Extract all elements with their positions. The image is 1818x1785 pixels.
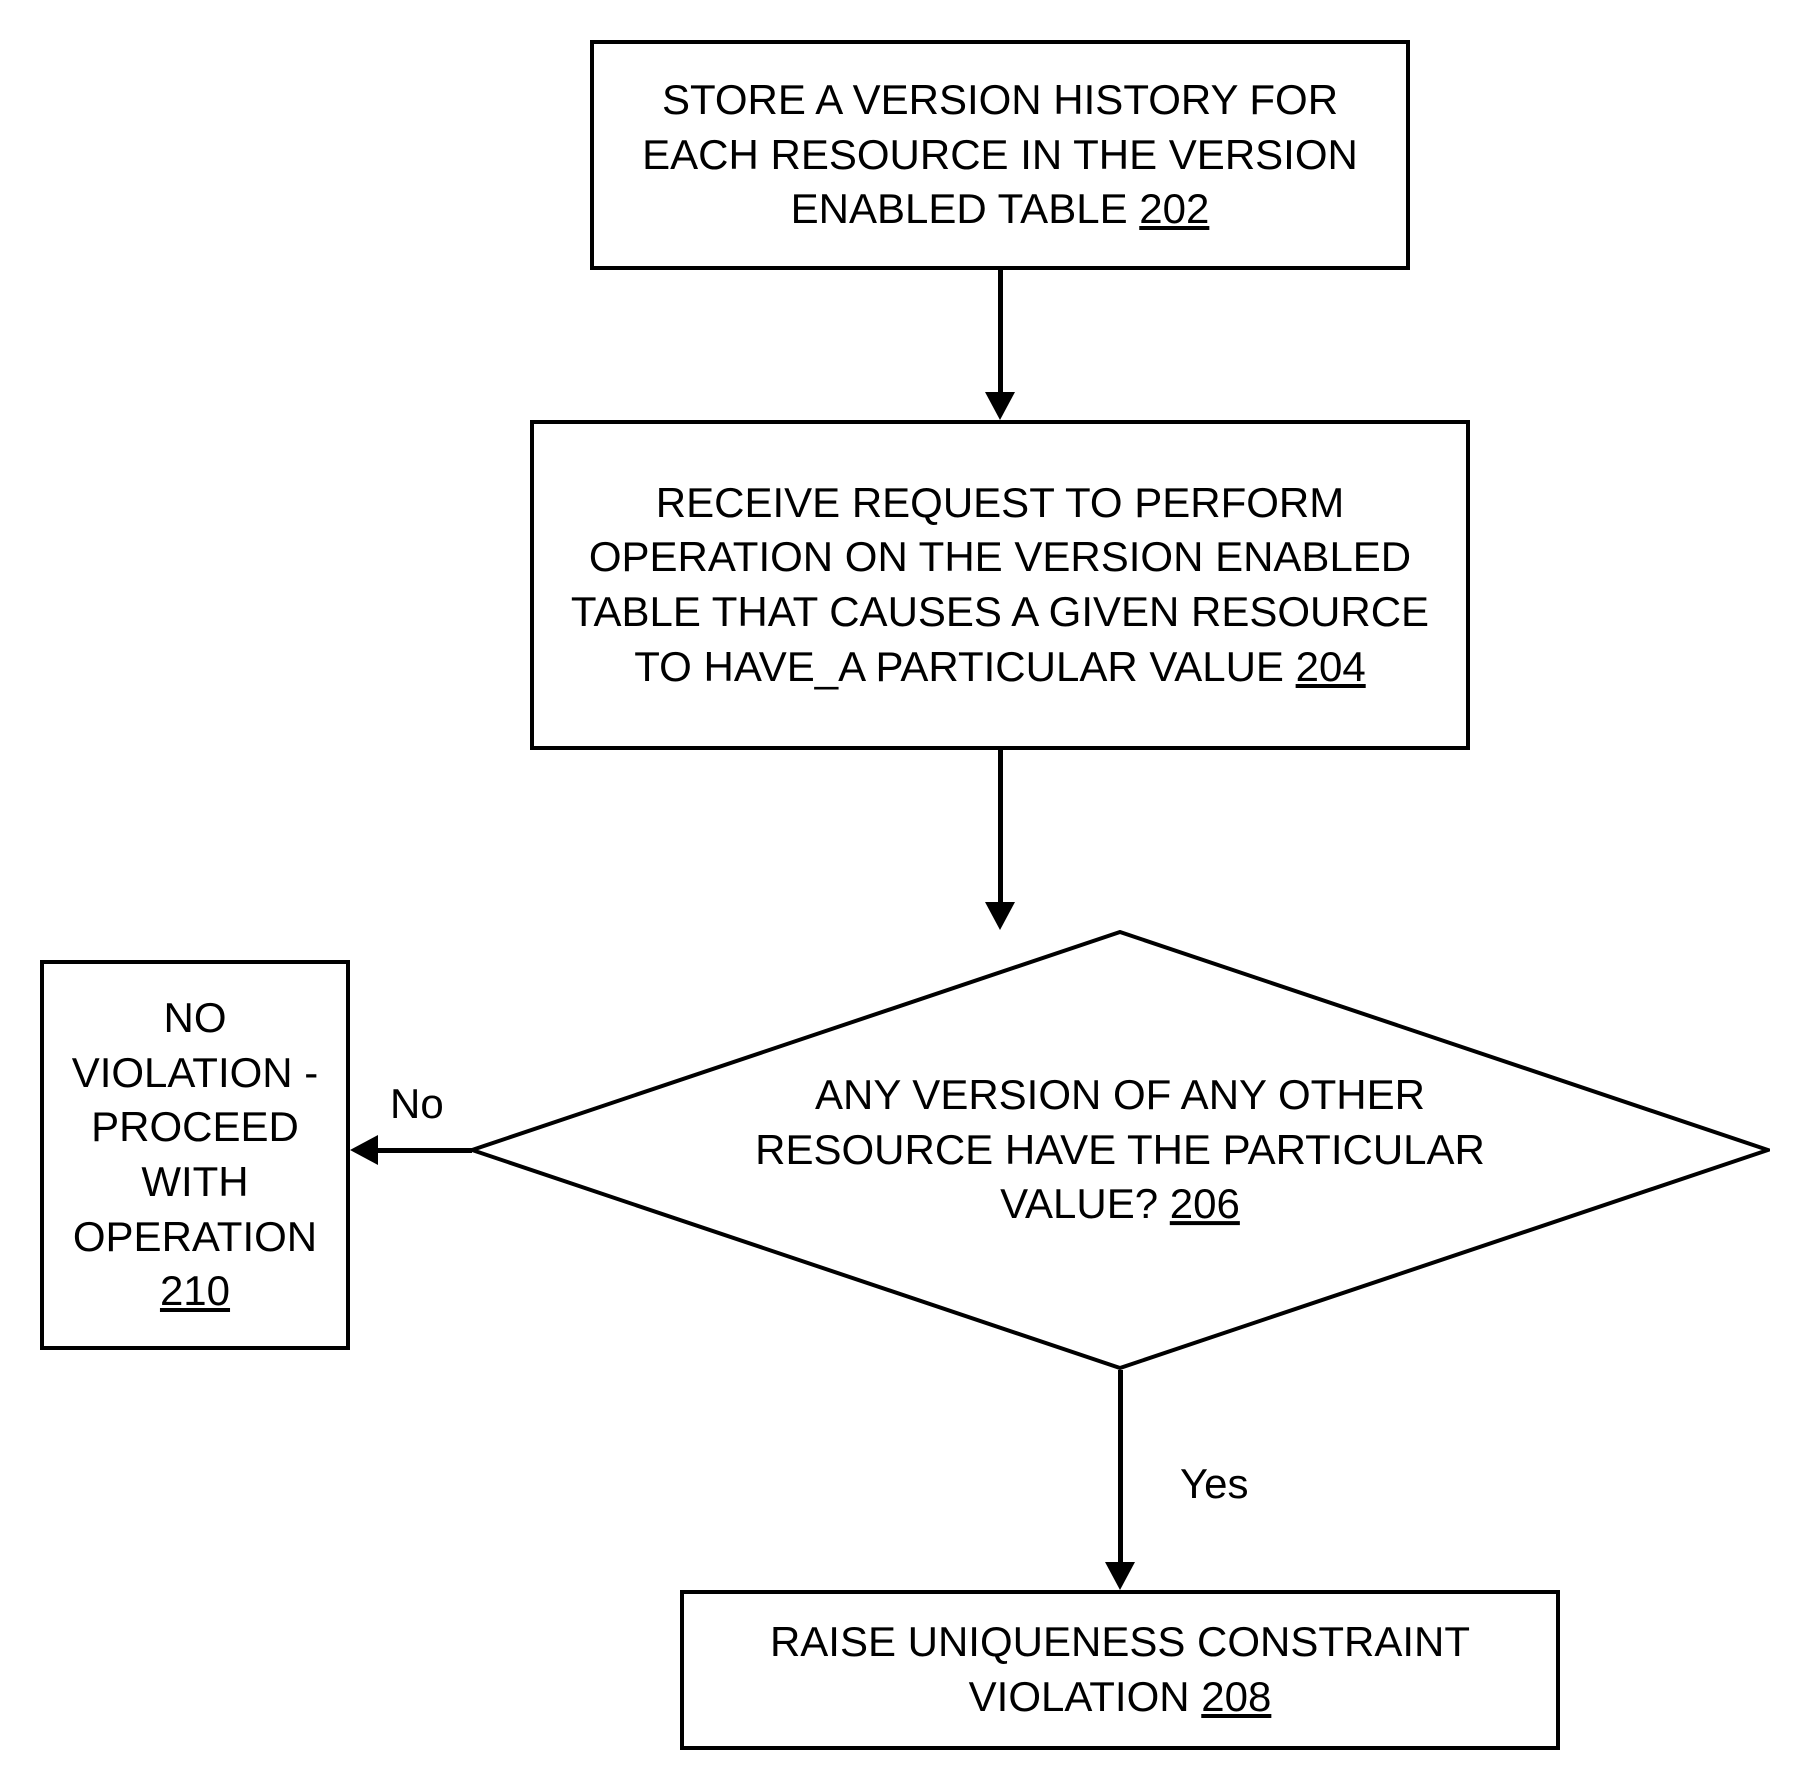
- node-206-label: ANY VERSION OF ANY OTHER RESOURCE HAVE T…: [755, 1071, 1485, 1227]
- node-208-text: RAISE UNIQUENESS CONSTRAINT VIOLATION 20…: [704, 1615, 1536, 1724]
- node-210-text: NO VIOLATION - PROCEED WITH OPERATION 21…: [64, 991, 326, 1319]
- node-206-ref: 206: [1170, 1180, 1240, 1227]
- edge-no-label: No: [390, 1080, 444, 1128]
- node-202: STORE A VERSION HISTORY FOR EACH RESOURC…: [590, 40, 1410, 270]
- edge-206-208-head: [1105, 1562, 1135, 1590]
- node-208: RAISE UNIQUENESS CONSTRAINT VIOLATION 20…: [680, 1590, 1560, 1750]
- node-210-ref: 210: [160, 1267, 230, 1314]
- edge-204-206: [998, 750, 1003, 902]
- node-204-ref: 204: [1296, 643, 1366, 690]
- edge-206-210-head: [350, 1135, 378, 1165]
- node-202-text: STORE A VERSION HISTORY FOR EACH RESOURC…: [614, 73, 1386, 237]
- edge-206-208: [1118, 1370, 1123, 1562]
- edge-206-210: [378, 1148, 472, 1153]
- node-206: ANY VERSION OF ANY OTHER RESOURCE HAVE T…: [470, 930, 1770, 1370]
- node-210: NO VIOLATION - PROCEED WITH OPERATION 21…: [40, 960, 350, 1350]
- edge-202-204-head: [985, 392, 1015, 420]
- edge-204-206-head: [985, 902, 1015, 930]
- node-202-ref: 202: [1139, 185, 1209, 232]
- node-204-text: RECEIVE REQUEST TO PERFORM OPERATION ON …: [554, 476, 1446, 694]
- node-208-ref: 208: [1201, 1673, 1271, 1720]
- edge-yes-label: Yes: [1180, 1460, 1249, 1508]
- node-208-label: RAISE UNIQUENESS CONSTRAINT VIOLATION: [770, 1618, 1470, 1720]
- node-204: RECEIVE REQUEST TO PERFORM OPERATION ON …: [530, 420, 1470, 750]
- node-206-text: ANY VERSION OF ANY OTHER RESOURCE HAVE T…: [730, 1068, 1510, 1232]
- node-202-label: STORE A VERSION HISTORY FOR EACH RESOURC…: [642, 76, 1358, 232]
- edge-202-204: [998, 270, 1003, 392]
- node-210-label: NO VIOLATION - PROCEED WITH OPERATION: [72, 994, 319, 1259]
